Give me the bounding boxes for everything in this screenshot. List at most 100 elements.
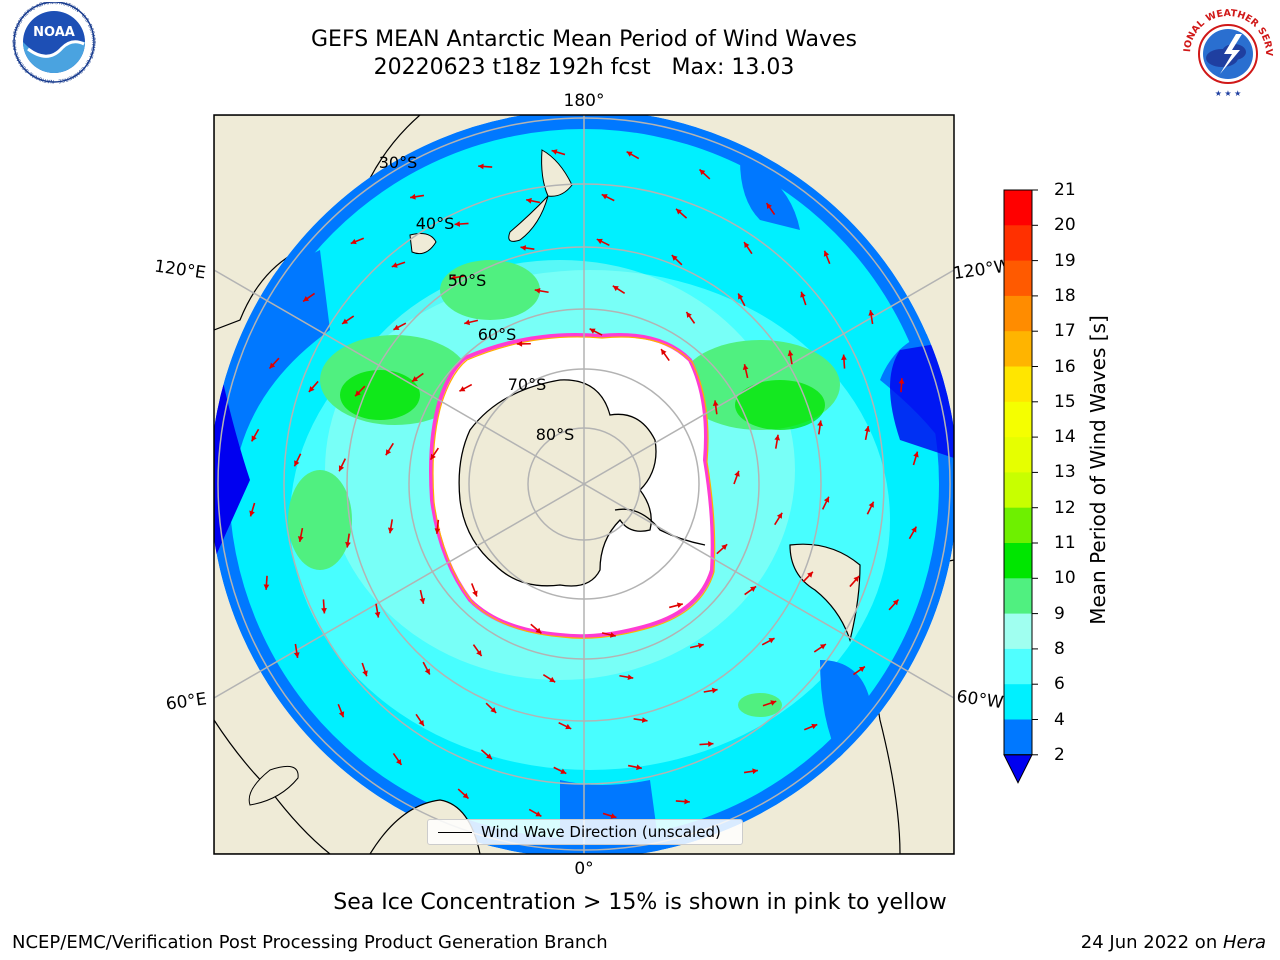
colorbar-tick-label: 12 [1054,497,1076,518]
lat-label-70s: 70°S [508,375,547,394]
wave-direction-arrowhead [697,642,704,649]
noaa-logo: NOAA NATIONAL OCEANIC AND ATMOSPHERIC AD… [12,2,96,84]
wave-direction-arrowhead [411,376,418,382]
wave-direction-arrowhead [424,668,430,675]
lat-label-50s: 50°S [448,271,487,290]
wave-direction-arrowhead [699,169,706,176]
wave-direction-arrowhead [750,586,757,592]
noaa-logo-text: NOAA [33,25,75,40]
colorbar-band [1004,225,1032,262]
wave-direction-arrowhead [560,768,567,774]
colorbar-band [1004,260,1032,297]
wave-direction-arrowhead [263,584,270,590]
graticule [214,115,954,854]
lon-label-60w: 60°W [955,687,1004,713]
colorbar-label: Mean Period of Wind Waves [s] [1086,315,1110,625]
wave-direction-arrowhead [535,627,542,634]
wave-direction-arrowhead [490,707,497,713]
wave-direction-arrowhead [430,453,436,460]
colorbar-band [1004,543,1032,579]
lat-label-80s: 80°S [536,425,575,444]
wind-wave-arrows [249,149,919,819]
wave-direction-arrowhead [676,208,682,215]
wave-direction-arrowhead [462,792,469,799]
wave-direction-arrowhead [738,293,744,300]
wave-direction-arrowhead [385,449,392,456]
wave-direction-arrowhead [396,758,402,765]
lon-label-60e: 60°E [165,689,208,714]
colorbar-tick-label: 15 [1054,391,1076,412]
colorbar-tick-label: 19 [1054,250,1076,271]
wave-direction-arrowhead [472,590,478,597]
colorbar-band [1004,613,1032,650]
wave-direction-arrowhead [684,798,690,805]
wave-direction-arrowhead [410,193,416,200]
colorbar-tick-label: 11 [1054,533,1076,553]
wave-direction-arrowhead [516,340,523,347]
wave-direction-arrowhead [768,638,775,644]
wave-direction-arrowhead [269,362,276,369]
wave-direction-arrowhead [823,250,830,257]
wave-direction-arrowhead [711,687,718,694]
lon-label-120w: 120°W [952,256,1012,284]
wave-direction-arrowhead [596,238,603,245]
colorbar-tick-label: 21 [1054,180,1076,200]
wave-direction-arrowhead [800,291,806,298]
wave-direction-arrowhead [898,378,905,384]
wave-direction-arrowhead [708,741,714,747]
wave-direction-arrowhead [841,354,847,360]
figure-title: GEFS MEAN Antarctic Mean Period of Wind … [214,26,954,82]
lat-label-40s: 40°S [416,214,455,233]
wave-direction-arrowhead [911,526,917,533]
wave-direction-arrowhead [817,420,823,427]
wave-direction-arrowhead [434,528,441,534]
wave-direction-arrowhead [641,717,648,723]
wave-direction-arrowhead [321,608,327,614]
title-line-1: GEFS MEAN Antarctic Mean Period of Wind … [311,27,857,52]
title-line-2: 20220623 t18z 192h fcst Max: 13.03 [373,55,795,80]
wave-direction-arrowhead [391,262,398,268]
colorbar-tick-label: 14 [1054,427,1076,448]
colorbar-tick-label: 17 [1054,321,1076,342]
wave-direction-arrowhead [374,611,381,618]
wave-direction-arrowhead [338,711,345,718]
colorbar-tick-label: 20 [1054,215,1076,236]
colorbar-band [1004,648,1032,685]
wave-direction-arrowhead [868,501,874,508]
nws-logo: NATIONAL WEATHER SERVICE ★ ★ ★ [1178,2,1274,98]
wave-direction-arrowhead [534,287,541,294]
colorbar-tick-label: 4 [1054,709,1065,730]
wave-direction-arrowhead [742,364,749,371]
wave-direction-arrowhead [712,400,719,407]
colorbar-band [1004,437,1032,473]
wave-direction-arrowhead [294,460,300,467]
colorbar [1003,189,1038,784]
wave-direction-arrowhead [535,811,542,817]
wave-direction-arrowhead [853,576,860,582]
wave-direction-arrowhead [303,296,310,302]
sea-ice-note: Sea Ice Concentration > 15% is shown in … [333,890,947,915]
wave-direction-arrowhead [478,163,484,170]
map-frame [213,114,955,855]
wave-direction-arrowhead [342,318,349,324]
lon-label-180: 180° [564,91,605,111]
colorbar-band [1004,507,1032,544]
wave-direction-arrowhead [338,465,345,472]
wave-direction-arrowhead [807,571,813,578]
wave-direction-arrowhead [297,536,304,542]
wave-direction-arrowhead [486,753,492,760]
colorbar-band [1004,401,1032,438]
wave-direction-arrowhead [362,670,368,677]
wave-direction-arrowhead [549,676,556,683]
footer-credit: NCEP/EMC/Verification Post Processing Pr… [12,932,608,953]
wave-direction-arrowhead [636,764,642,771]
wave-direction-arrowhead [721,544,728,550]
wave-direction-arrowhead [520,245,527,251]
wave-direction-arrowhead [612,285,619,292]
wave-direction-arrowhead [476,650,482,657]
colorbar-band [1004,684,1032,720]
colorbar-tick-label: 10 [1054,568,1076,589]
svg-text:★ ★ ★: ★ ★ ★ [1215,89,1242,98]
lon-label-120e: 120°E [153,256,207,283]
